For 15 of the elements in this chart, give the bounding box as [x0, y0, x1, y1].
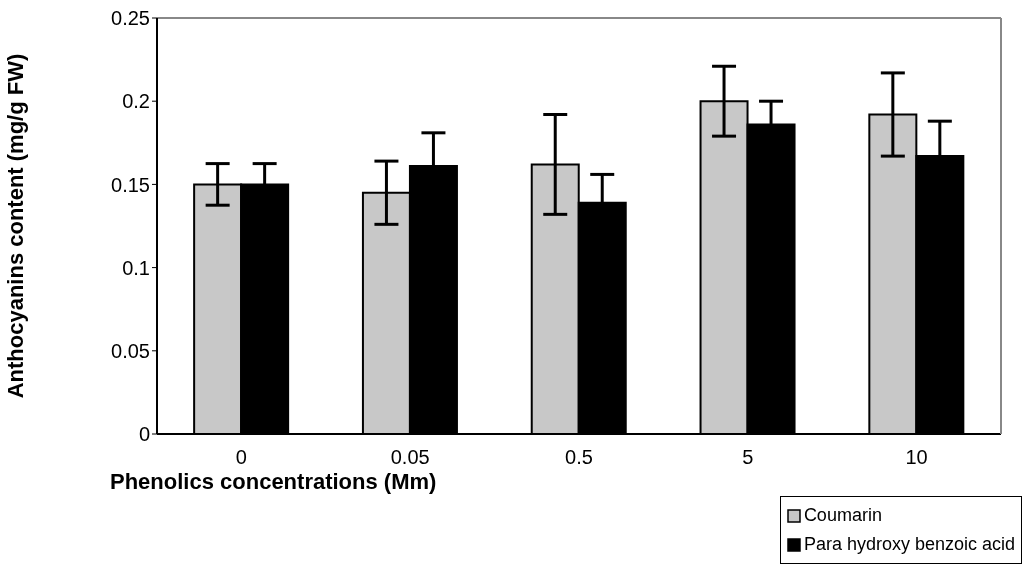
x-tick-label: 0 — [235, 446, 247, 469]
legend-label: Para hydroxy benzoic acid — [803, 534, 1015, 555]
y-tick-label: 0.05 — [111, 339, 150, 362]
y-tick-label: 0.2 — [122, 90, 150, 113]
legend-label: Coumarin — [803, 505, 882, 526]
x-axis-title: Phenolics concentrations (Mm) — [110, 468, 437, 494]
y-tick-label: 0.15 — [111, 173, 150, 196]
y-axis-title: Anthocyanins content (mg/g FW) — [2, 53, 28, 399]
y-tick-label: 0.25 — [111, 7, 150, 30]
x-tick-label: 10 — [905, 446, 928, 469]
x-tick-label: 0.5 — [565, 446, 593, 469]
x-tick-label: 5 — [742, 446, 754, 469]
y-tick-label: 0 — [138, 423, 150, 446]
y-tick-label: 0.1 — [122, 256, 150, 279]
x-tick-label: 0.05 — [390, 446, 430, 469]
